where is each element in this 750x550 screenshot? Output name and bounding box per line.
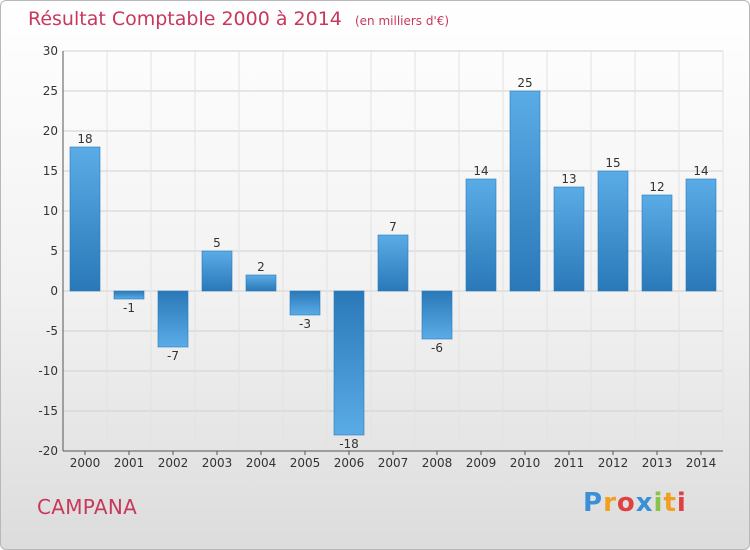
x-tick-label: 2006 [334,456,365,470]
chart-title-unit: (en milliers d'€) [354,14,450,28]
logo-letter: P [583,488,604,518]
x-tick-label: 2000 [70,456,101,470]
bar-2004 [245,274,277,292]
commune-name: CAMPANA [37,495,138,519]
bar-2011 [553,186,585,292]
bar-2007 [377,234,409,292]
bar-2006 [333,290,365,436]
y-tick-label: 5 [50,244,58,258]
value-label: -3 [299,317,311,331]
bar-2008 [421,290,453,340]
x-tick-label: 2001 [114,456,145,470]
chart-title: Résultat Comptable 2000 à 2014 (en milli… [28,8,449,30]
y-tick-label: 10 [43,204,58,218]
logo-letter: t [663,488,677,518]
value-label: 5 [213,236,221,250]
value-label: 2 [257,260,265,274]
value-label: -6 [431,341,443,355]
value-label: 25 [517,76,532,90]
logo-letter: i [676,488,687,518]
bar-2003 [201,250,233,292]
x-tick-label: 2005 [290,456,321,470]
value-label: 15 [605,156,620,170]
x-tick-label: 2004 [246,456,277,470]
bar-2000 [69,146,101,292]
x-tick-label: 2003 [202,456,233,470]
bar-2005 [289,290,321,316]
x-tick-label: 2012 [598,456,629,470]
bar-2002 [157,290,189,348]
value-label: 13 [561,172,576,186]
logo-letter: r [603,488,617,518]
value-label: -1 [123,301,135,315]
bar-2014 [685,178,717,292]
value-label: -7 [167,349,179,363]
bar-2001 [113,290,145,300]
y-tick-label: 20 [43,124,58,138]
value-label: 12 [649,180,664,194]
y-tick-label: 15 [43,164,58,178]
proxiti-logo: Proxiti [583,488,687,518]
x-tick-label: 2010 [510,456,541,470]
y-tick-label: -15 [38,404,58,418]
bar-2012 [597,170,629,292]
value-label: 18 [77,132,92,146]
y-tick-label: 0 [50,284,58,298]
x-tick-label: 2014 [686,456,717,470]
x-tick-label: 2007 [378,456,409,470]
x-tick-label: 2013 [642,456,673,470]
bar-2013 [641,194,673,292]
x-tick-label: 2011 [554,456,585,470]
value-label: 14 [693,164,708,178]
y-tick-label: 30 [43,44,58,58]
bar-2009 [465,178,497,292]
value-label: 14 [473,164,488,178]
bar-2010 [509,90,541,292]
logo-letter: i [653,488,664,518]
chart-title-main: Résultat Comptable 2000 à 2014 [28,8,342,30]
x-tick-label: 2008 [422,456,453,470]
y-tick-label: -10 [38,364,58,378]
x-tick-label: 2009 [466,456,497,470]
value-label: 7 [389,220,397,234]
logo-letter: x [635,488,654,518]
y-tick-label: 25 [43,84,58,98]
logo-letter: o [616,488,636,518]
x-tick-label: 2002 [158,456,189,470]
y-tick-label: -5 [46,324,58,338]
value-label: -18 [339,437,359,451]
y-tick-label: -20 [38,444,58,458]
